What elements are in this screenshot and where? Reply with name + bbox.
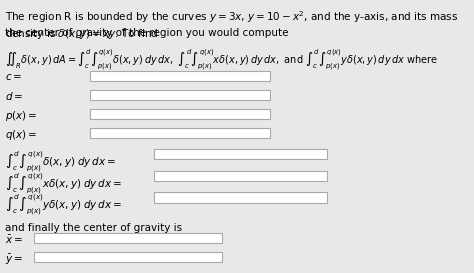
Text: $\bar{x} =$: $\bar{x} =$ [5,234,23,246]
FancyBboxPatch shape [154,171,327,181]
Text: and finally the center of gravity is: and finally the center of gravity is [5,223,182,233]
Text: The region R is bounded by the curves $y = 3x$, $y = 10 - x^2$, and the y-axis, : The region R is bounded by the curves $y… [5,10,458,41]
FancyBboxPatch shape [34,233,222,243]
Text: $\iint_R \delta(x, y)\,dA = \int_c^d \int_{p(x)}^{q(x)} \delta(x, y)\,dy\,dx,\ \: $\iint_R \delta(x, y)\,dA = \int_c^d \in… [5,47,439,73]
Text: $q(x) =$: $q(x) =$ [5,128,38,142]
Text: $\bar{y} =$: $\bar{y} =$ [5,253,23,267]
FancyBboxPatch shape [154,149,327,159]
Text: $p(x) =$: $p(x) =$ [5,109,38,123]
FancyBboxPatch shape [90,127,271,138]
Text: $d =$: $d =$ [5,90,24,102]
FancyBboxPatch shape [154,192,327,203]
Text: $\int_c^d \int_{p(x)}^{q(x)} y\delta(x, y)\; dy\,dx =$: $\int_c^d \int_{p(x)}^{q(x)} y\delta(x, … [5,193,122,218]
FancyBboxPatch shape [34,252,222,262]
FancyBboxPatch shape [90,71,271,81]
Text: $\int_c^d \int_{p(x)}^{q(x)} x\delta(x, y)\; dy\,dx =$: $\int_c^d \int_{p(x)}^{q(x)} x\delta(x, … [5,171,122,197]
Text: the center of gravity of the region you would compute: the center of gravity of the region you … [5,28,289,38]
Text: $\int_c^d \int_{p(x)}^{q(x)} \delta(x, y)\; dy\,dx =$: $\int_c^d \int_{p(x)}^{q(x)} \delta(x, y… [5,150,116,175]
FancyBboxPatch shape [90,109,271,119]
FancyBboxPatch shape [90,90,271,100]
Text: $c =$: $c =$ [5,72,23,82]
